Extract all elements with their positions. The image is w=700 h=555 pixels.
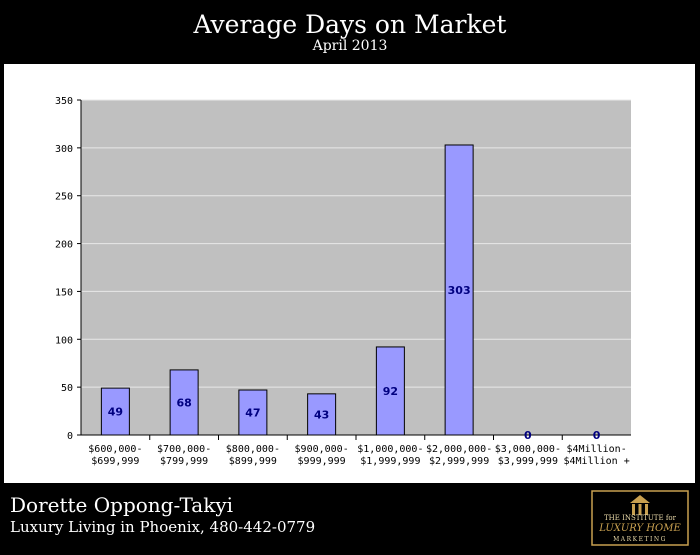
bar-chart: 0 50 100 150 200 250 300 350 49 $600,000-$699,999… — [55, 96, 631, 467]
x-tick-label: $699,999 — [91, 456, 139, 467]
data-label: 92 — [383, 385, 398, 398]
data-label: 68 — [176, 396, 191, 409]
x-tick-label: $999,999 — [298, 456, 346, 467]
y-tick-label: 50 — [61, 383, 73, 394]
data-label: 43 — [314, 408, 329, 421]
y-tick-label: 250 — [55, 192, 73, 203]
y-tick-label: 100 — [55, 335, 73, 346]
institute-logo: THE INSTITUTE for LUXURY HOME MARKETING — [591, 490, 689, 546]
y-tick-label: 350 — [55, 96, 73, 107]
bar — [238, 389, 268, 436]
chart-panel: 0 50 100 150 200 250 300 350 49 $600,000- $699,999… — [4, 64, 695, 483]
logo-line-3: MARKETING — [613, 536, 667, 543]
bar — [444, 144, 474, 436]
data-label: 47 — [245, 407, 260, 420]
agent-tagline: Luxury Living in Phoenix, 480-442-0779 — [10, 518, 316, 536]
x-tick-label: $900,000- — [295, 444, 349, 455]
bar — [375, 346, 405, 436]
data-label: 49 — [108, 406, 123, 419]
logo-line-2: LUXURY HOME — [598, 523, 681, 534]
x-tick-label: $1,999,999 — [360, 456, 420, 467]
data-label: 303 — [448, 284, 471, 297]
x-tick-label: $799,999 — [160, 456, 208, 467]
bar — [307, 393, 337, 436]
x-tick-label: $4Million- — [567, 444, 627, 455]
x-tick-label: $700,000- — [157, 444, 211, 455]
data-label: 0 — [593, 429, 601, 442]
plot-area — [81, 100, 631, 435]
y-tick-label: 0 — [67, 431, 73, 442]
bar — [100, 387, 130, 436]
data-label: 0 — [524, 429, 532, 442]
x-tick-label: $1,000,000- — [357, 444, 423, 455]
x-tick-label: $3,000,000- — [495, 444, 561, 455]
y-tick-label: 300 — [55, 144, 73, 155]
x-tick-label: $800,000- — [226, 444, 280, 455]
x-tick-label: $600,000- — [88, 444, 142, 455]
x-tick-label: $4Million + — [564, 456, 630, 467]
chart-title: Average Days on Market — [193, 10, 507, 39]
chart-subtitle: April 2013 — [312, 38, 388, 54]
y-tick-label: 150 — [55, 287, 73, 298]
x-tick-label: $2,999,999 — [429, 456, 489, 467]
logo-line-1: THE INSTITUTE for — [604, 514, 677, 522]
y-tick-label: 200 — [55, 240, 73, 251]
chart-header: Average Days on Market April 2013 — [0, 0, 700, 64]
bar — [169, 369, 199, 436]
pediment-icon — [630, 495, 650, 503]
x-tick-label: $899,999 — [229, 456, 277, 467]
agent-name: Dorette Oppong-Takyi — [10, 493, 234, 517]
x-tick-label: $3,999,999 — [498, 456, 558, 467]
x-tick-label: $2,000,000- — [426, 444, 492, 455]
